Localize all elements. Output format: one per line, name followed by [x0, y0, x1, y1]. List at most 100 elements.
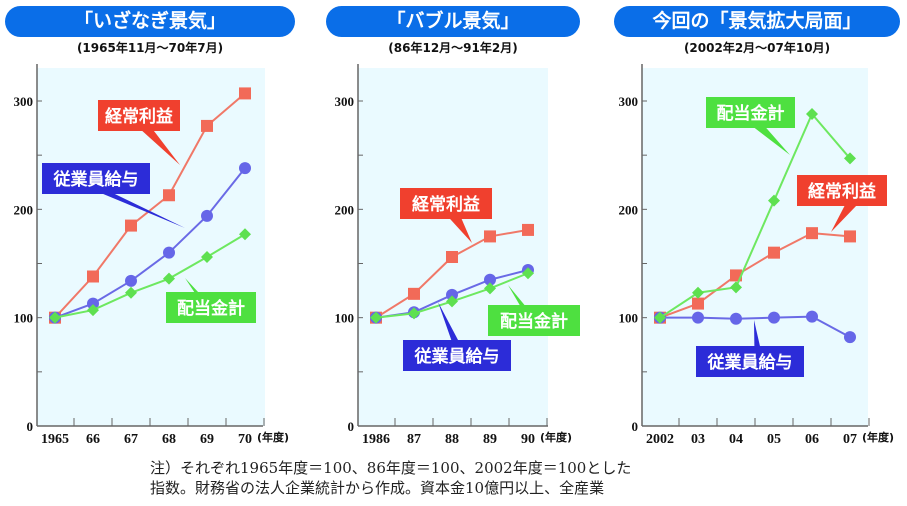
y-tick-label: 300: [335, 94, 355, 109]
data-point-diamond: [768, 194, 780, 207]
data-point-diamond: [654, 311, 666, 324]
legend-label-box: [797, 175, 887, 206]
legend-label: 従業員給与: [707, 352, 793, 373]
data-point-square: [125, 219, 137, 232]
y-tick-label: 100: [335, 311, 355, 326]
y-tick-label: 200: [14, 202, 34, 217]
data-point-diamond: [844, 152, 856, 165]
x-tick-label: 90: [521, 432, 535, 447]
data-point-diamond: [49, 311, 61, 324]
data-point-diamond: [484, 282, 496, 295]
data-point-square: [806, 227, 818, 240]
legend-label-box: [166, 292, 256, 323]
data-point-square: [163, 189, 175, 202]
data-point-diamond: [522, 267, 534, 280]
chart-3-subtitle: (2002年2月～07年10月): [683, 41, 831, 55]
legend-label: 経常利益: [105, 106, 173, 127]
data-point-diamond: [692, 286, 704, 299]
x-tick-label: 87: [407, 432, 421, 447]
data-point-circle: [768, 311, 780, 324]
data-point-square: [484, 230, 496, 243]
x-tick-label: 66: [86, 432, 100, 447]
x-tick-label: 06: [805, 432, 819, 447]
data-point-circle: [239, 162, 251, 175]
note-line-1: 注）それぞれ1965年度＝100、86年度＝100、2002年度＝100とした: [150, 459, 632, 477]
data-point-diamond: [446, 295, 458, 308]
legend-label: 従業員給与: [414, 346, 500, 367]
data-point-diamond: [239, 228, 251, 241]
data-point-circle: [730, 312, 742, 325]
x-tick-label: 03: [691, 432, 705, 447]
x-tick-label: 1965: [41, 432, 69, 447]
y-tick-label: 100: [619, 311, 639, 326]
x-tick-label: 67: [124, 432, 138, 447]
data-point-circle: [163, 246, 175, 259]
legend-label-box: [400, 188, 492, 219]
data-point-square: [201, 119, 213, 132]
legend-label: 従業員給与: [53, 169, 139, 190]
plot-background: [358, 68, 548, 426]
legend-label-box: [488, 305, 580, 336]
callout-pointer: [141, 130, 180, 165]
data-point-circle: [484, 273, 496, 286]
legend-label: 配当金計: [177, 298, 245, 319]
legend-label: 配当金計: [500, 311, 568, 332]
legend-label-box: [42, 163, 150, 194]
data-point-circle: [806, 310, 818, 323]
data-point-square: [522, 223, 534, 236]
data-point-circle: [87, 297, 99, 310]
y-tick-label: 200: [335, 202, 355, 217]
series-line-jugyoin_kyuyo: [660, 315, 851, 339]
data-point-diamond: [408, 307, 420, 320]
series-line-keijo_rieki: [659, 232, 851, 319]
chart-1-subtitle: (1965年11月～70年7月): [76, 41, 224, 55]
x-tick-label: 04: [729, 432, 743, 447]
x-axis-label: (年度): [862, 430, 894, 444]
data-point-diamond: [730, 281, 742, 294]
note-line-2: 指数。財務省の法人企業統計から作成。資本金10億円以上、全産業: [150, 479, 605, 497]
series-line-keijo_rieki: [54, 92, 246, 319]
x-tick-label: 05: [767, 432, 781, 447]
chart-2-subtitle: (86年12月～91年2月): [388, 41, 518, 55]
data-point-square: [446, 251, 458, 263]
data-point-circle: [446, 288, 458, 301]
data-point-diamond: [87, 304, 99, 317]
x-tick-label: 88: [445, 432, 459, 447]
chart-3-title: 今回の「景気拡大局面」: [614, 6, 900, 37]
x-axis-label: (年度): [540, 430, 572, 444]
y-tick-label: 0: [632, 419, 639, 434]
x-tick-label: 69: [200, 432, 214, 447]
y-tick-label: 300: [14, 94, 34, 109]
data-point-circle: [844, 331, 856, 344]
chart-1: 0 100 200 300 1965 66 67 68 69 70 (年度) 経常利益従業員給与配当金…: [14, 64, 289, 447]
y-tick-label: 0: [27, 419, 34, 434]
callout-pointer: [831, 205, 857, 232]
data-point-square: [239, 87, 251, 100]
legend-label-box: [98, 100, 180, 131]
legend-label-box: [706, 97, 795, 128]
data-point-square: [692, 297, 704, 310]
x-axis-label: (年度): [257, 430, 289, 444]
x-tick-label: 07: [843, 432, 857, 447]
legend-label-box: [403, 340, 511, 371]
callout-pointer: [449, 218, 472, 243]
data-point-square: [408, 287, 420, 300]
x-tick-label: 1986: [362, 432, 390, 447]
data-point-diamond: [163, 272, 175, 285]
legend-label: 配当金計: [717, 103, 785, 124]
x-tick-label: 89: [483, 432, 497, 447]
chart-1-title: 「いざなぎ景気」: [5, 6, 295, 37]
callout-pointer: [753, 127, 790, 155]
data-point-square: [768, 246, 780, 259]
x-tick-label: 68: [162, 432, 176, 447]
legend-label: 経常利益: [412, 194, 480, 215]
series-line-haito: [54, 233, 246, 319]
legend-label-box: [696, 346, 804, 377]
y-tick-label: 0: [348, 419, 355, 434]
data-point-diamond: [201, 251, 213, 263]
data-point-diamond: [806, 108, 818, 120]
callout-pointer: [100, 193, 185, 228]
data-point-square: [844, 230, 856, 243]
